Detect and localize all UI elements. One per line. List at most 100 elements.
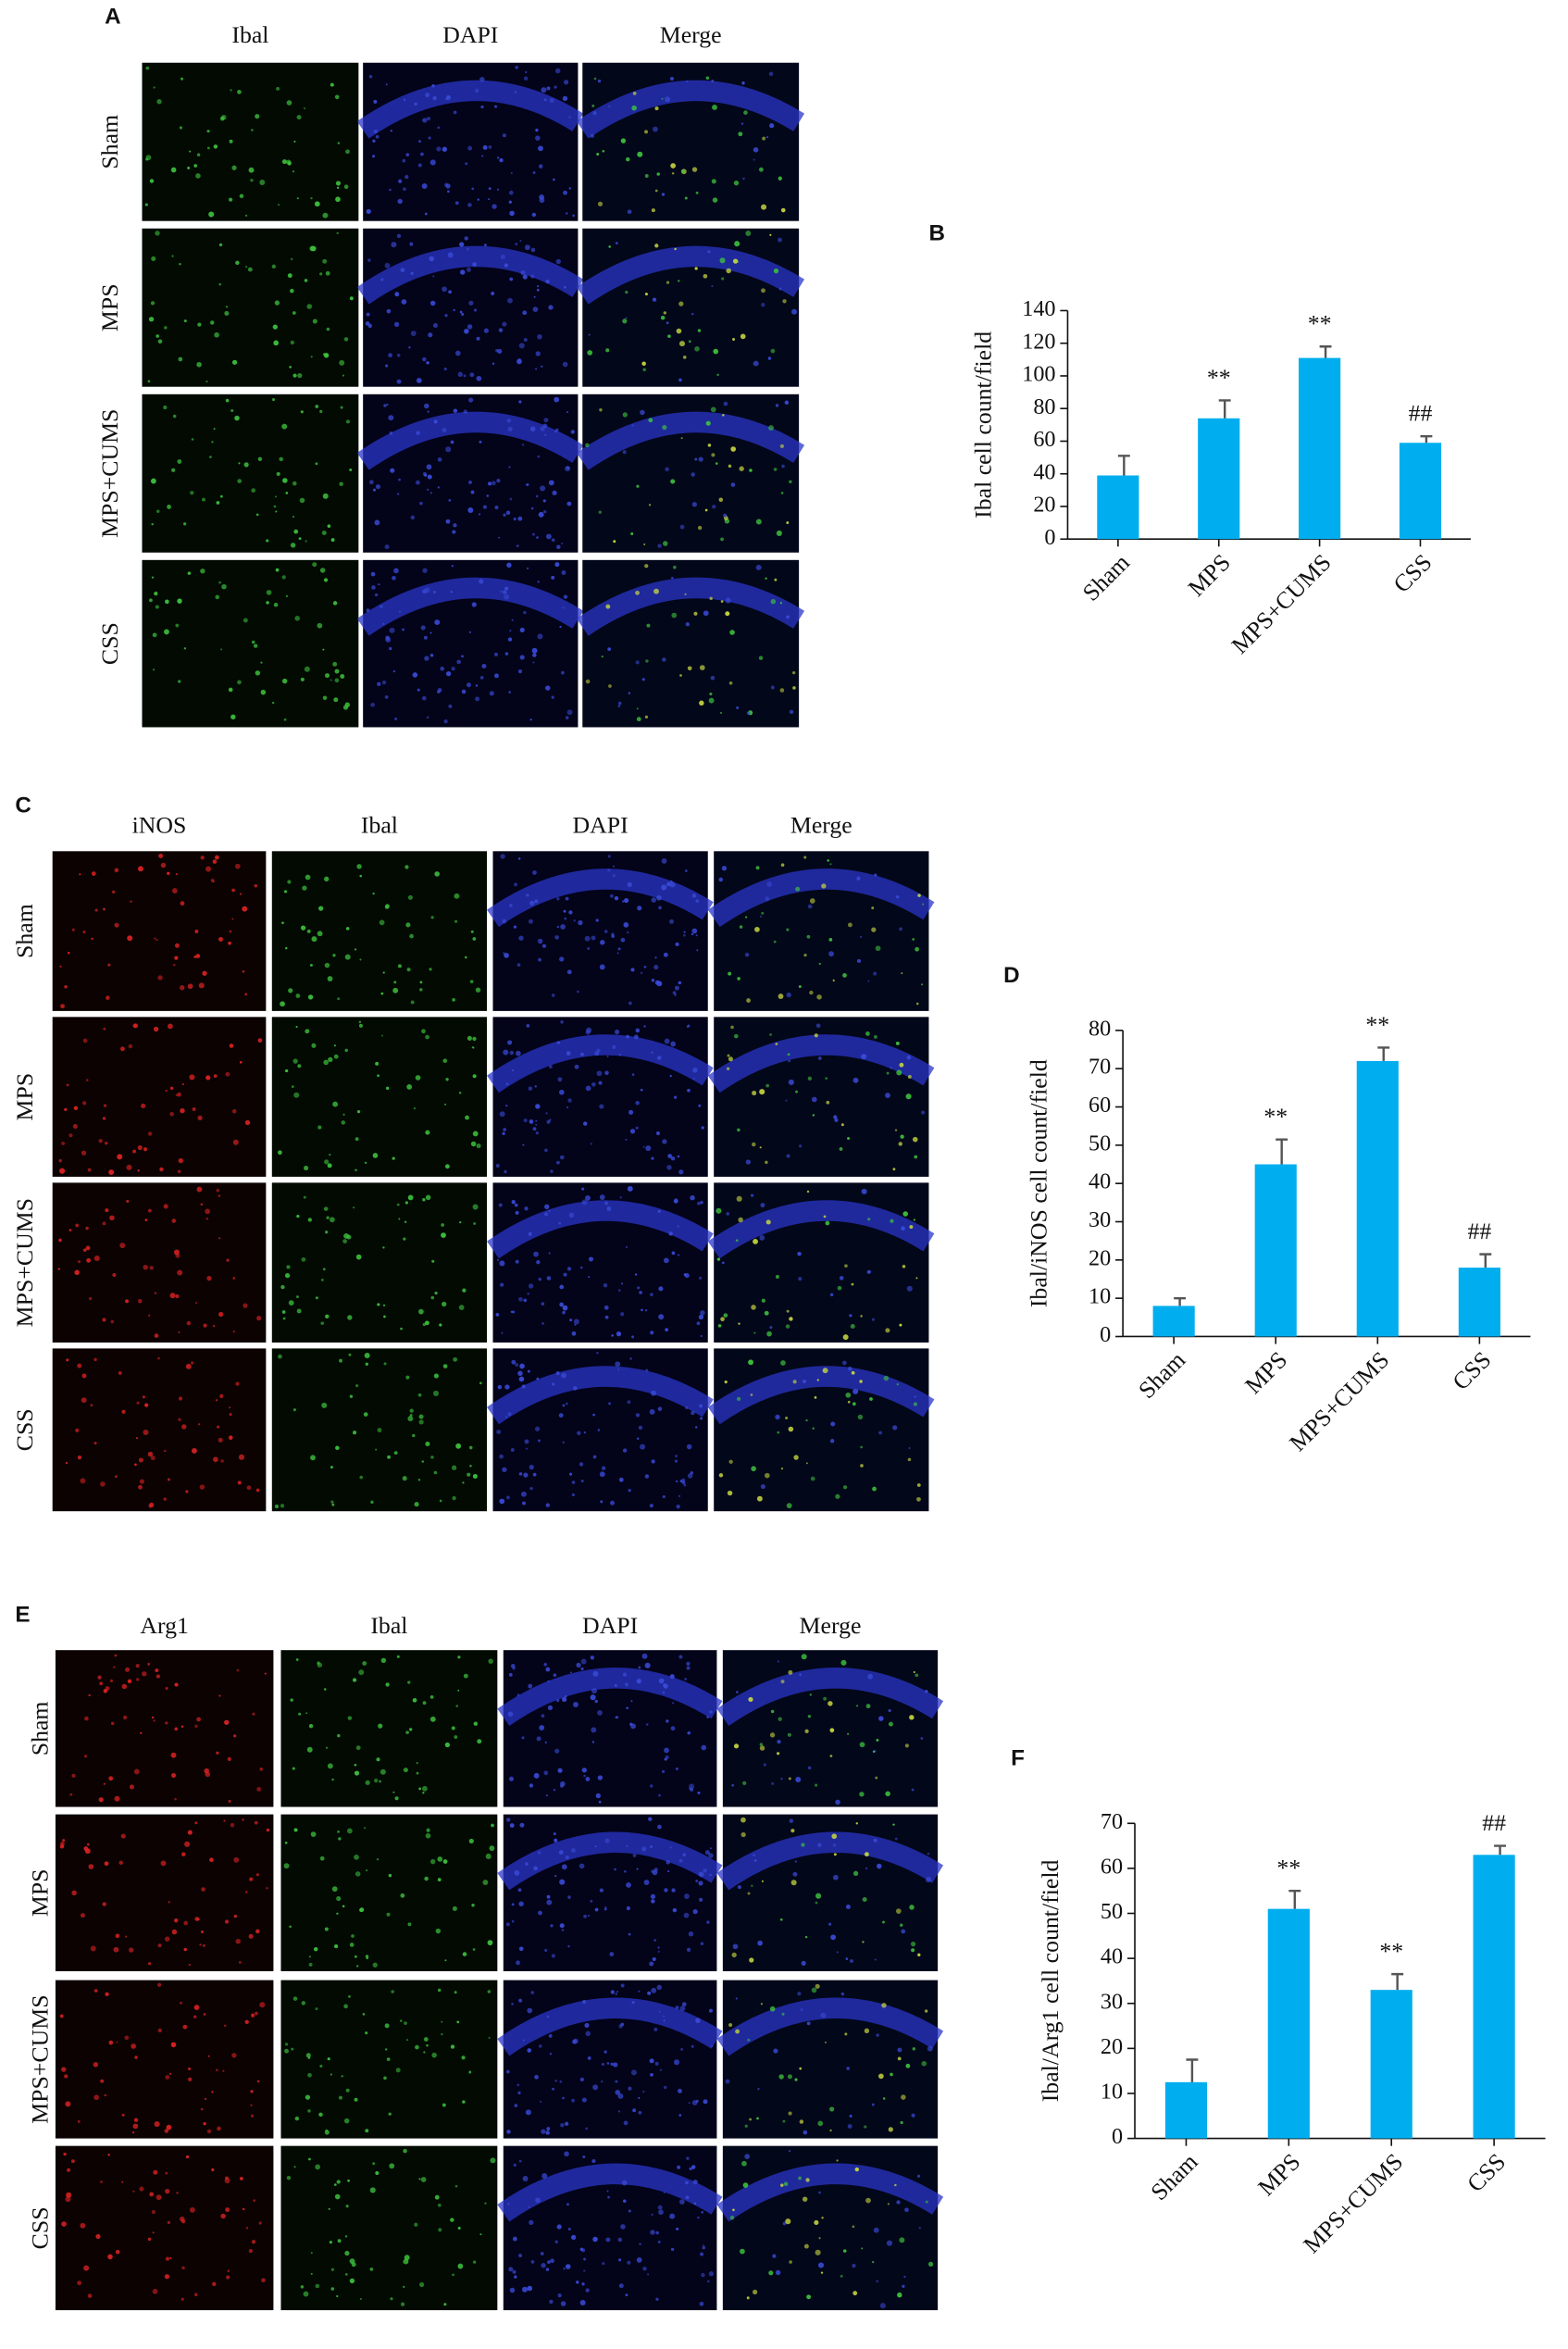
cell-dot: [218, 1194, 221, 1197]
cell-dot: [541, 2129, 546, 2134]
cell-dot: [916, 1496, 921, 1502]
cell-dot: [925, 2200, 928, 2204]
cell-dot: [144, 203, 148, 206]
cell-dot: [283, 890, 288, 893]
cell-dot: [798, 1277, 803, 1281]
cell-dot: [610, 1500, 615, 1506]
cell-dot: [251, 640, 255, 644]
cell-dot: [547, 1705, 554, 1711]
cell-dot: [543, 98, 547, 102]
cell-dot: [583, 2257, 587, 2261]
cell-dot: [785, 1324, 790, 1329]
cell-dot: [628, 1489, 631, 1493]
cell-dot: [913, 1670, 915, 1674]
cell-dot: [681, 2002, 687, 2007]
cell-dot: [502, 1131, 505, 1135]
cell-dot: [486, 494, 490, 497]
cell-dot: [620, 937, 626, 943]
cell-dot: [403, 1237, 406, 1241]
cell-dot: [136, 1401, 140, 1405]
column-header: DAPI: [442, 21, 498, 48]
cell-dot: [859, 1742, 865, 1748]
cell-dot: [468, 1445, 473, 1450]
cell-dot: [251, 129, 254, 131]
cell-dot: [566, 1106, 569, 1109]
cell-dot: [678, 378, 682, 382]
cell-dot: [477, 1739, 482, 1744]
cell-dot: [674, 1459, 678, 1463]
cell-dot: [281, 575, 286, 580]
cell-dot: [521, 1736, 525, 1740]
cell-dot: [697, 525, 703, 531]
cell-dot: [152, 2288, 158, 2294]
cell-dot: [293, 529, 299, 534]
cell-dot: [876, 2033, 879, 2037]
cell-dot: [680, 169, 686, 174]
cell-dot: [580, 1658, 587, 1665]
cell-dot: [129, 1784, 135, 1790]
cell-dot: [656, 1984, 663, 1991]
cell-dot: [351, 2262, 356, 2268]
cell-dot: [824, 2041, 828, 2043]
cell-dot: [879, 2303, 886, 2309]
cell-dot: [355, 1955, 357, 1958]
cell-dot: [570, 430, 576, 434]
cell-dot: [505, 1922, 510, 1927]
error-bar: [1319, 345, 1332, 358]
cell-dot: [206, 1275, 212, 1281]
cell-dot: [385, 904, 390, 909]
cell-dot: [480, 105, 484, 109]
cell-dot: [735, 1997, 738, 2000]
cell-dot: [422, 1322, 427, 1327]
cell-dot: [127, 935, 133, 942]
cell-dot: [654, 2061, 659, 2066]
cell-dot: [498, 328, 504, 332]
cell-dot: [170, 1772, 177, 1779]
cell-dot: [152, 2231, 155, 2234]
cell-dot: [403, 98, 406, 102]
cell-dot: [479, 440, 482, 444]
cell-dot: [814, 2219, 819, 2226]
cell-dot: [621, 2180, 628, 2186]
cell-dot: [585, 2127, 589, 2130]
cell-dot: [559, 1302, 564, 1307]
cell-dot: [643, 1880, 650, 1885]
cell-dot: [494, 105, 498, 108]
cell-dot: [778, 1717, 782, 1721]
y-tick-label: 140: [1022, 296, 1055, 321]
cell-dot: [273, 340, 280, 346]
cell-dot: [275, 568, 280, 572]
cell-dot: [557, 1077, 563, 1082]
cell-dot: [694, 267, 698, 270]
cell-dot: [537, 1851, 541, 1855]
cell-dot: [135, 1437, 139, 1440]
cell-dot: [365, 1780, 370, 1785]
cell-dot: [181, 2266, 185, 2270]
cell-dot: [257, 1038, 263, 1043]
dapi-band: [356, 411, 584, 470]
cell-dot: [194, 1724, 198, 1728]
cell-dot: [151, 1716, 155, 1719]
cell-dot: [544, 433, 547, 436]
cell-dot: [676, 328, 682, 334]
cell-dot: [68, 1229, 72, 1232]
cell-dot: [873, 1838, 877, 1843]
cell-dot: [670, 77, 674, 81]
cell-dot: [736, 706, 740, 710]
cell-dot: [165, 1721, 168, 1725]
cell-dot: [420, 152, 424, 156]
cell-dot: [256, 1316, 262, 1321]
cell-dot: [206, 146, 210, 150]
cell-dot: [649, 1504, 653, 1508]
cell-dot: [823, 1696, 828, 1701]
cell-dot: [852, 1388, 859, 1394]
cell-dot: [566, 411, 568, 414]
cell-dot: [699, 1404, 703, 1408]
cell-dot: [116, 2041, 118, 2043]
cell-dot: [856, 958, 862, 963]
cell-dot: [347, 2179, 350, 2182]
y-tick-label: 60: [1101, 1854, 1123, 1879]
cell-dot: [542, 499, 546, 503]
cell-dot: [519, 240, 522, 243]
cell-dot: [363, 1412, 368, 1417]
